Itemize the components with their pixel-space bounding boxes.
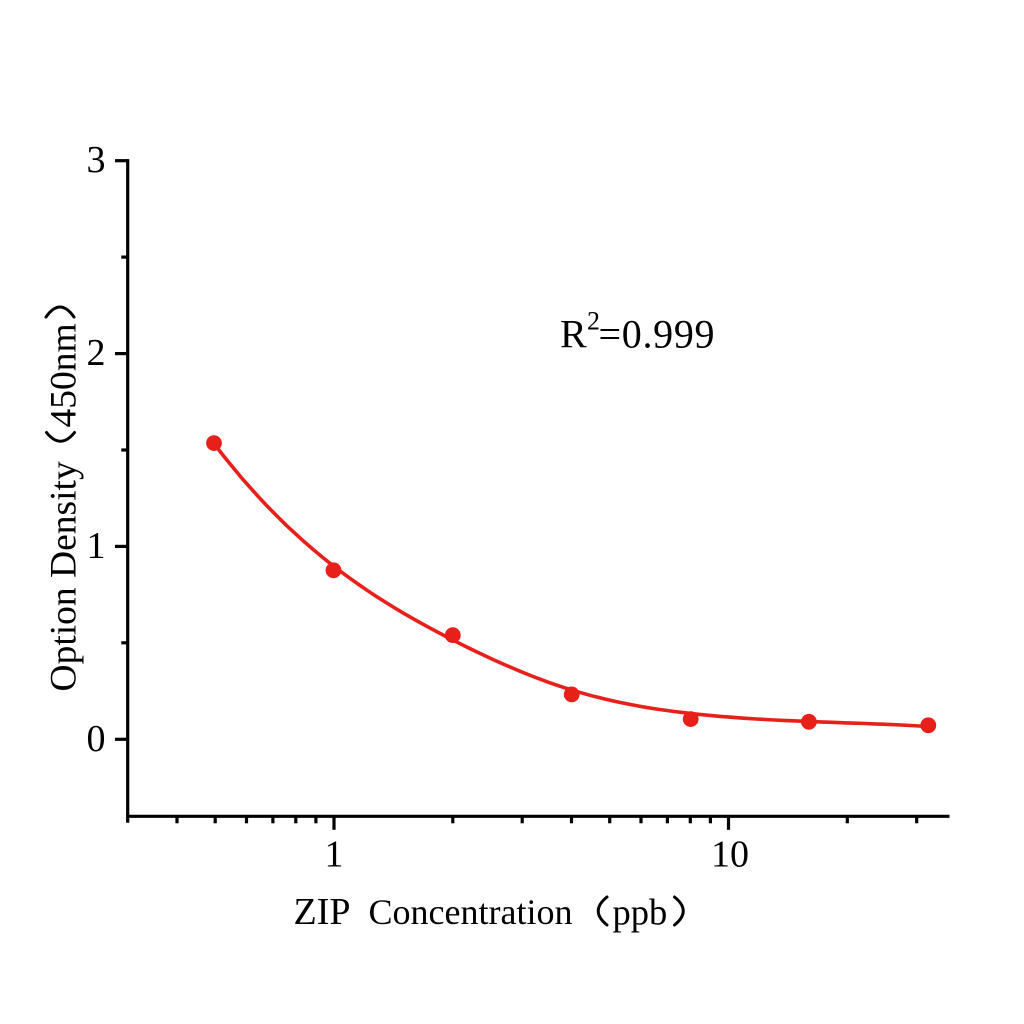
svg-text:1: 1 — [87, 525, 106, 567]
svg-text:Option Density: Option Density — [44, 461, 85, 691]
svg-text:R: R — [560, 311, 587, 356]
svg-text:2: 2 — [587, 307, 600, 336]
svg-text:1: 1 — [325, 834, 344, 876]
svg-text:10: 10 — [711, 834, 749, 876]
svg-text:=0.999: =0.999 — [599, 311, 716, 356]
svg-text:450nm: 450nm — [44, 323, 85, 427]
svg-text:ZIP: ZIP — [294, 891, 351, 933]
svg-text:0: 0 — [87, 718, 106, 760]
svg-text:3: 3 — [87, 139, 106, 181]
svg-text:ppb: ppb — [613, 892, 668, 933]
svg-text:2: 2 — [87, 332, 106, 374]
svg-text:Concentration: Concentration — [369, 892, 573, 932]
